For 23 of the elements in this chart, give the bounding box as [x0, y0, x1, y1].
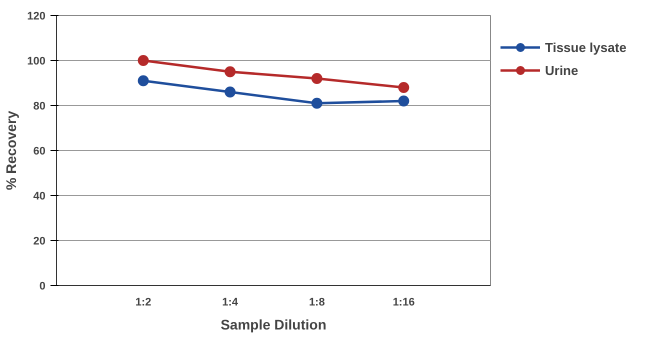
x-tick-label: 1:2 — [135, 296, 152, 308]
y-tick-label: 100 — [27, 56, 46, 68]
x-axis-title: Sample Dilution — [220, 316, 326, 332]
point — [224, 86, 236, 98]
point — [311, 73, 322, 84]
y-tick-label: 60 — [33, 146, 46, 158]
point — [224, 66, 236, 78]
y-tick-label: 20 — [33, 236, 46, 248]
y-tick-label: 0 — [39, 280, 46, 292]
x-tick-label: 1:4 — [222, 296, 239, 308]
y-axis-title: % Recovery — [3, 110, 20, 190]
legend-label: Urine — [545, 62, 578, 78]
point — [398, 96, 410, 106]
y-tick-label: 80 — [33, 100, 46, 112]
point — [398, 82, 410, 93]
x-tick-label: 1:16 — [392, 296, 415, 308]
point — [138, 55, 149, 66]
legend-label: Tissue lysate — [545, 40, 626, 54]
point — [311, 98, 322, 109]
y-tick-label: 40 — [33, 190, 46, 202]
point — [138, 75, 149, 86]
y-tick-label: 120 — [27, 10, 46, 22]
x-tick-label: 1:8 — [308, 296, 325, 308]
